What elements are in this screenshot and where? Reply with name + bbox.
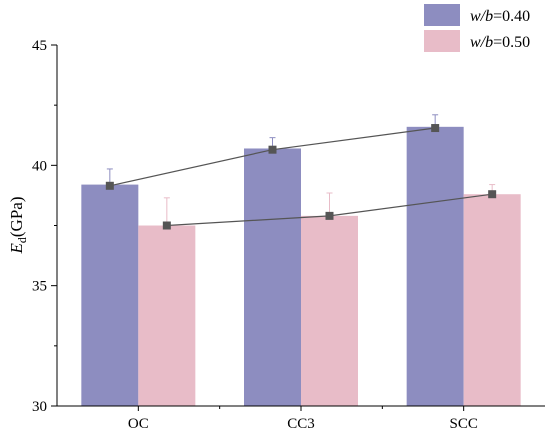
legend-swatch-series-1 (424, 4, 460, 26)
plot-area: 30 35 40 45 OC CC3 SCC (32, 38, 545, 432)
legend-swatch-series-2 (424, 30, 460, 52)
legend-label-series-2: w/b=0.50 (470, 34, 530, 51)
bar-s1-SCC (406, 126, 464, 407)
bar-s1-CC3 (244, 148, 301, 406)
trend-marker-s2-OC (162, 221, 171, 230)
trend-marker-s1-OC (105, 181, 114, 190)
y-axis-label: Ed(GPa) (7, 197, 29, 255)
bar-s2-CC3 (301, 215, 358, 406)
trend-marker-s1-CC3 (268, 145, 277, 154)
y-tick-label: 45 (32, 38, 47, 54)
bar-s1-OC (81, 184, 139, 406)
y-tick-label: 40 (32, 158, 47, 174)
y-tick-label: 30 (32, 399, 47, 415)
trend-marker-s2-CC3 (325, 211, 334, 220)
trend-marker-s1-SCC (431, 124, 440, 133)
x-tick-label-SCC: SCC (449, 416, 477, 432)
bar-s2-SCC (463, 194, 521, 406)
legend-label-series-1: w/b=0.40 (470, 8, 530, 25)
bar-s2-OC (138, 225, 196, 406)
x-tick-label-OC: OC (128, 416, 149, 432)
legend: w/b=0.40 w/b=0.50 (424, 4, 530, 52)
x-tick-label-CC3: CC3 (287, 416, 315, 432)
y-tick-label: 35 (32, 279, 47, 295)
trend-marker-s2-SCC (488, 190, 497, 199)
